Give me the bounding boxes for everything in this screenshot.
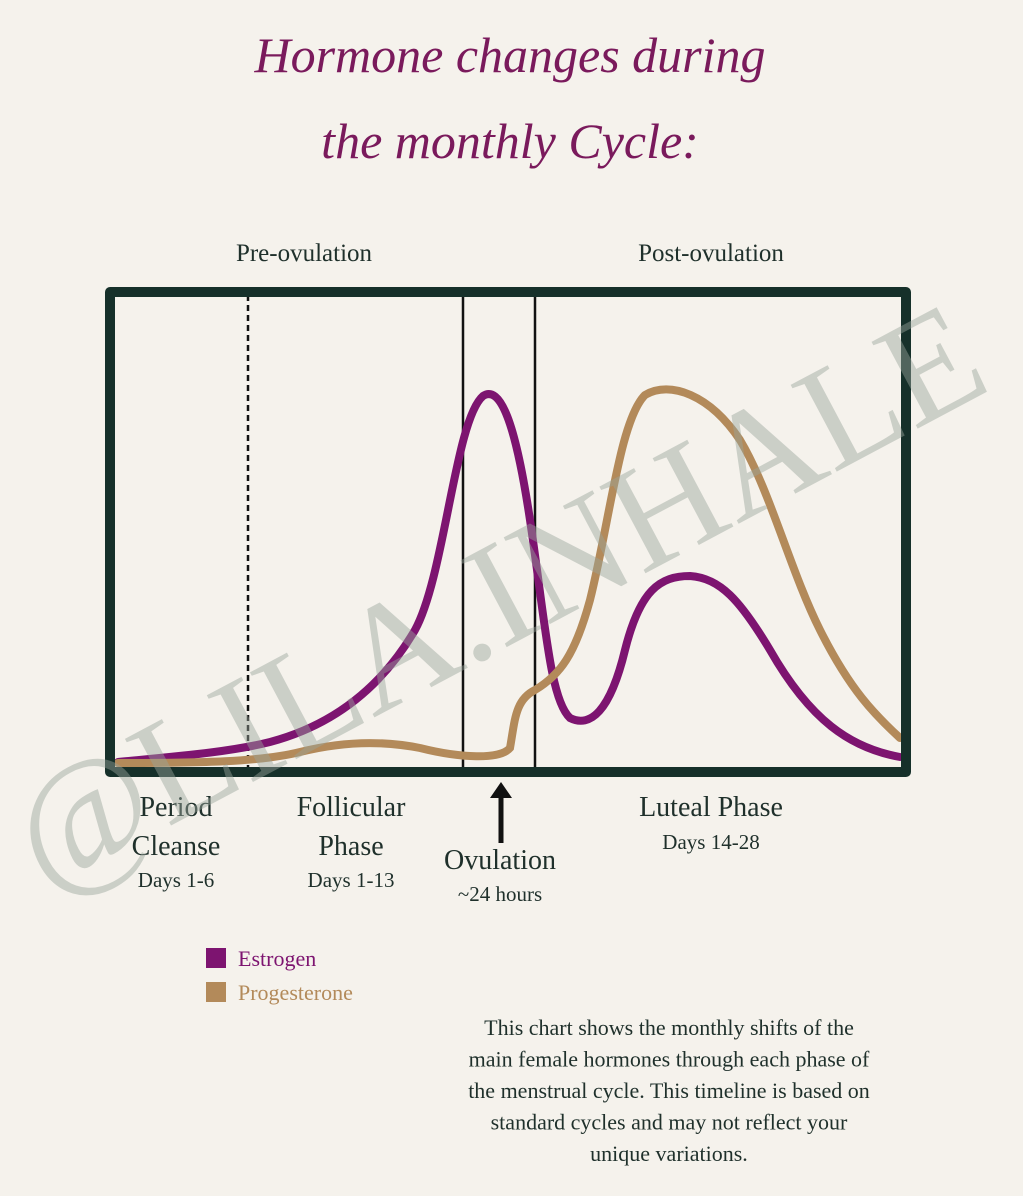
description-line: the menstrual cycle. This timeline is ba… (468, 1078, 870, 1103)
phase-days: Days 1-6 (138, 868, 214, 892)
ovulation-arrow-head (490, 782, 512, 798)
phase-name: Phase (318, 831, 383, 862)
chart-frame (105, 287, 911, 777)
phase-name: Cleanse (132, 831, 221, 862)
progesterone-curve (114, 385, 904, 767)
legend-swatch (206, 948, 226, 968)
section-label: Post-ovulation (638, 240, 784, 267)
legend-label: Estrogen (238, 946, 316, 971)
description-line: standard cycles and may not reflect your (491, 1110, 848, 1135)
phase-name: Period (139, 792, 212, 823)
description-line: main female hormones through each phase … (469, 1047, 870, 1072)
title-line: Hormone changes during (253, 27, 765, 83)
phase-days: ~24 hours (458, 882, 542, 906)
description-line: This chart shows the monthly shifts of t… (484, 1015, 854, 1040)
legend-label: Progesterone (238, 980, 353, 1005)
phase-name: Ovulation (444, 845, 556, 876)
estrogen-curve (114, 390, 904, 766)
title-line: the monthly Cycle: (321, 113, 699, 169)
phase-days: Days 14-28 (662, 830, 759, 854)
legend: Estrogen Progesterone (206, 946, 353, 1005)
description: This chart shows the monthly shifts of t… (468, 1015, 870, 1166)
phase-name: Follicular (297, 792, 407, 823)
phase-days: Days 1-13 (308, 868, 395, 892)
legend-swatch (206, 982, 226, 1002)
description-line: unique variations. (590, 1141, 748, 1166)
phase-name: Luteal Phase (639, 792, 783, 823)
section-label: Pre-ovulation (236, 240, 373, 267)
